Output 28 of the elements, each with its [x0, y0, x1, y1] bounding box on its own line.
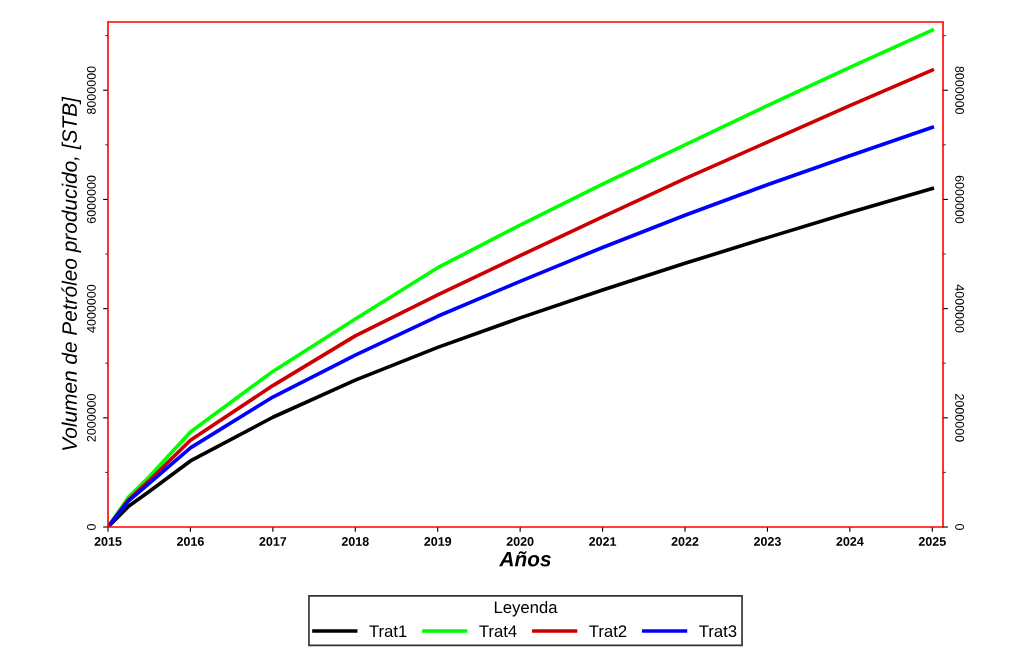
x-tick-label: 2015: [94, 537, 122, 546]
x-tick-label: 2024: [836, 537, 864, 546]
y2-tick-label: 0: [955, 524, 965, 530]
x-tick-label: 2016: [176, 537, 204, 546]
y-tick-label: 0: [86, 524, 96, 530]
x-tick-label: 2025: [918, 537, 946, 546]
legend-label: Trat2: [589, 625, 627, 638]
x-axis-title: Años: [499, 551, 551, 567]
x-tick-label: 2023: [753, 537, 781, 546]
y-tick-label: 6000000: [86, 175, 96, 224]
x-tick-label: 2019: [424, 537, 452, 546]
legend-label: Trat1: [369, 625, 407, 638]
y2-tick-label: 6000000: [955, 175, 965, 224]
y2-tick-label: 4000000: [955, 284, 965, 333]
y-tick-label: 2000000: [86, 393, 96, 442]
x-tick-label: 2021: [589, 537, 617, 546]
x-tick-label: 2020: [506, 537, 534, 546]
y-tick-label: 4000000: [86, 284, 96, 333]
y2-tick-label: 2000000: [955, 394, 965, 442]
legend-label: Trat3: [699, 625, 737, 638]
y-axis-title: Volumen de Petróleo producido, [STB]: [61, 96, 82, 451]
y-tick-label: 8000000: [86, 66, 96, 115]
y2-tick-label: 8000000: [955, 66, 965, 115]
x-tick-label: 2017: [259, 537, 287, 546]
x-tick-label: 2022: [671, 537, 699, 546]
x-tick-label: 2018: [341, 537, 369, 546]
legend-label: Trat4: [479, 625, 517, 638]
legend-title: Leyenda: [494, 600, 558, 617]
